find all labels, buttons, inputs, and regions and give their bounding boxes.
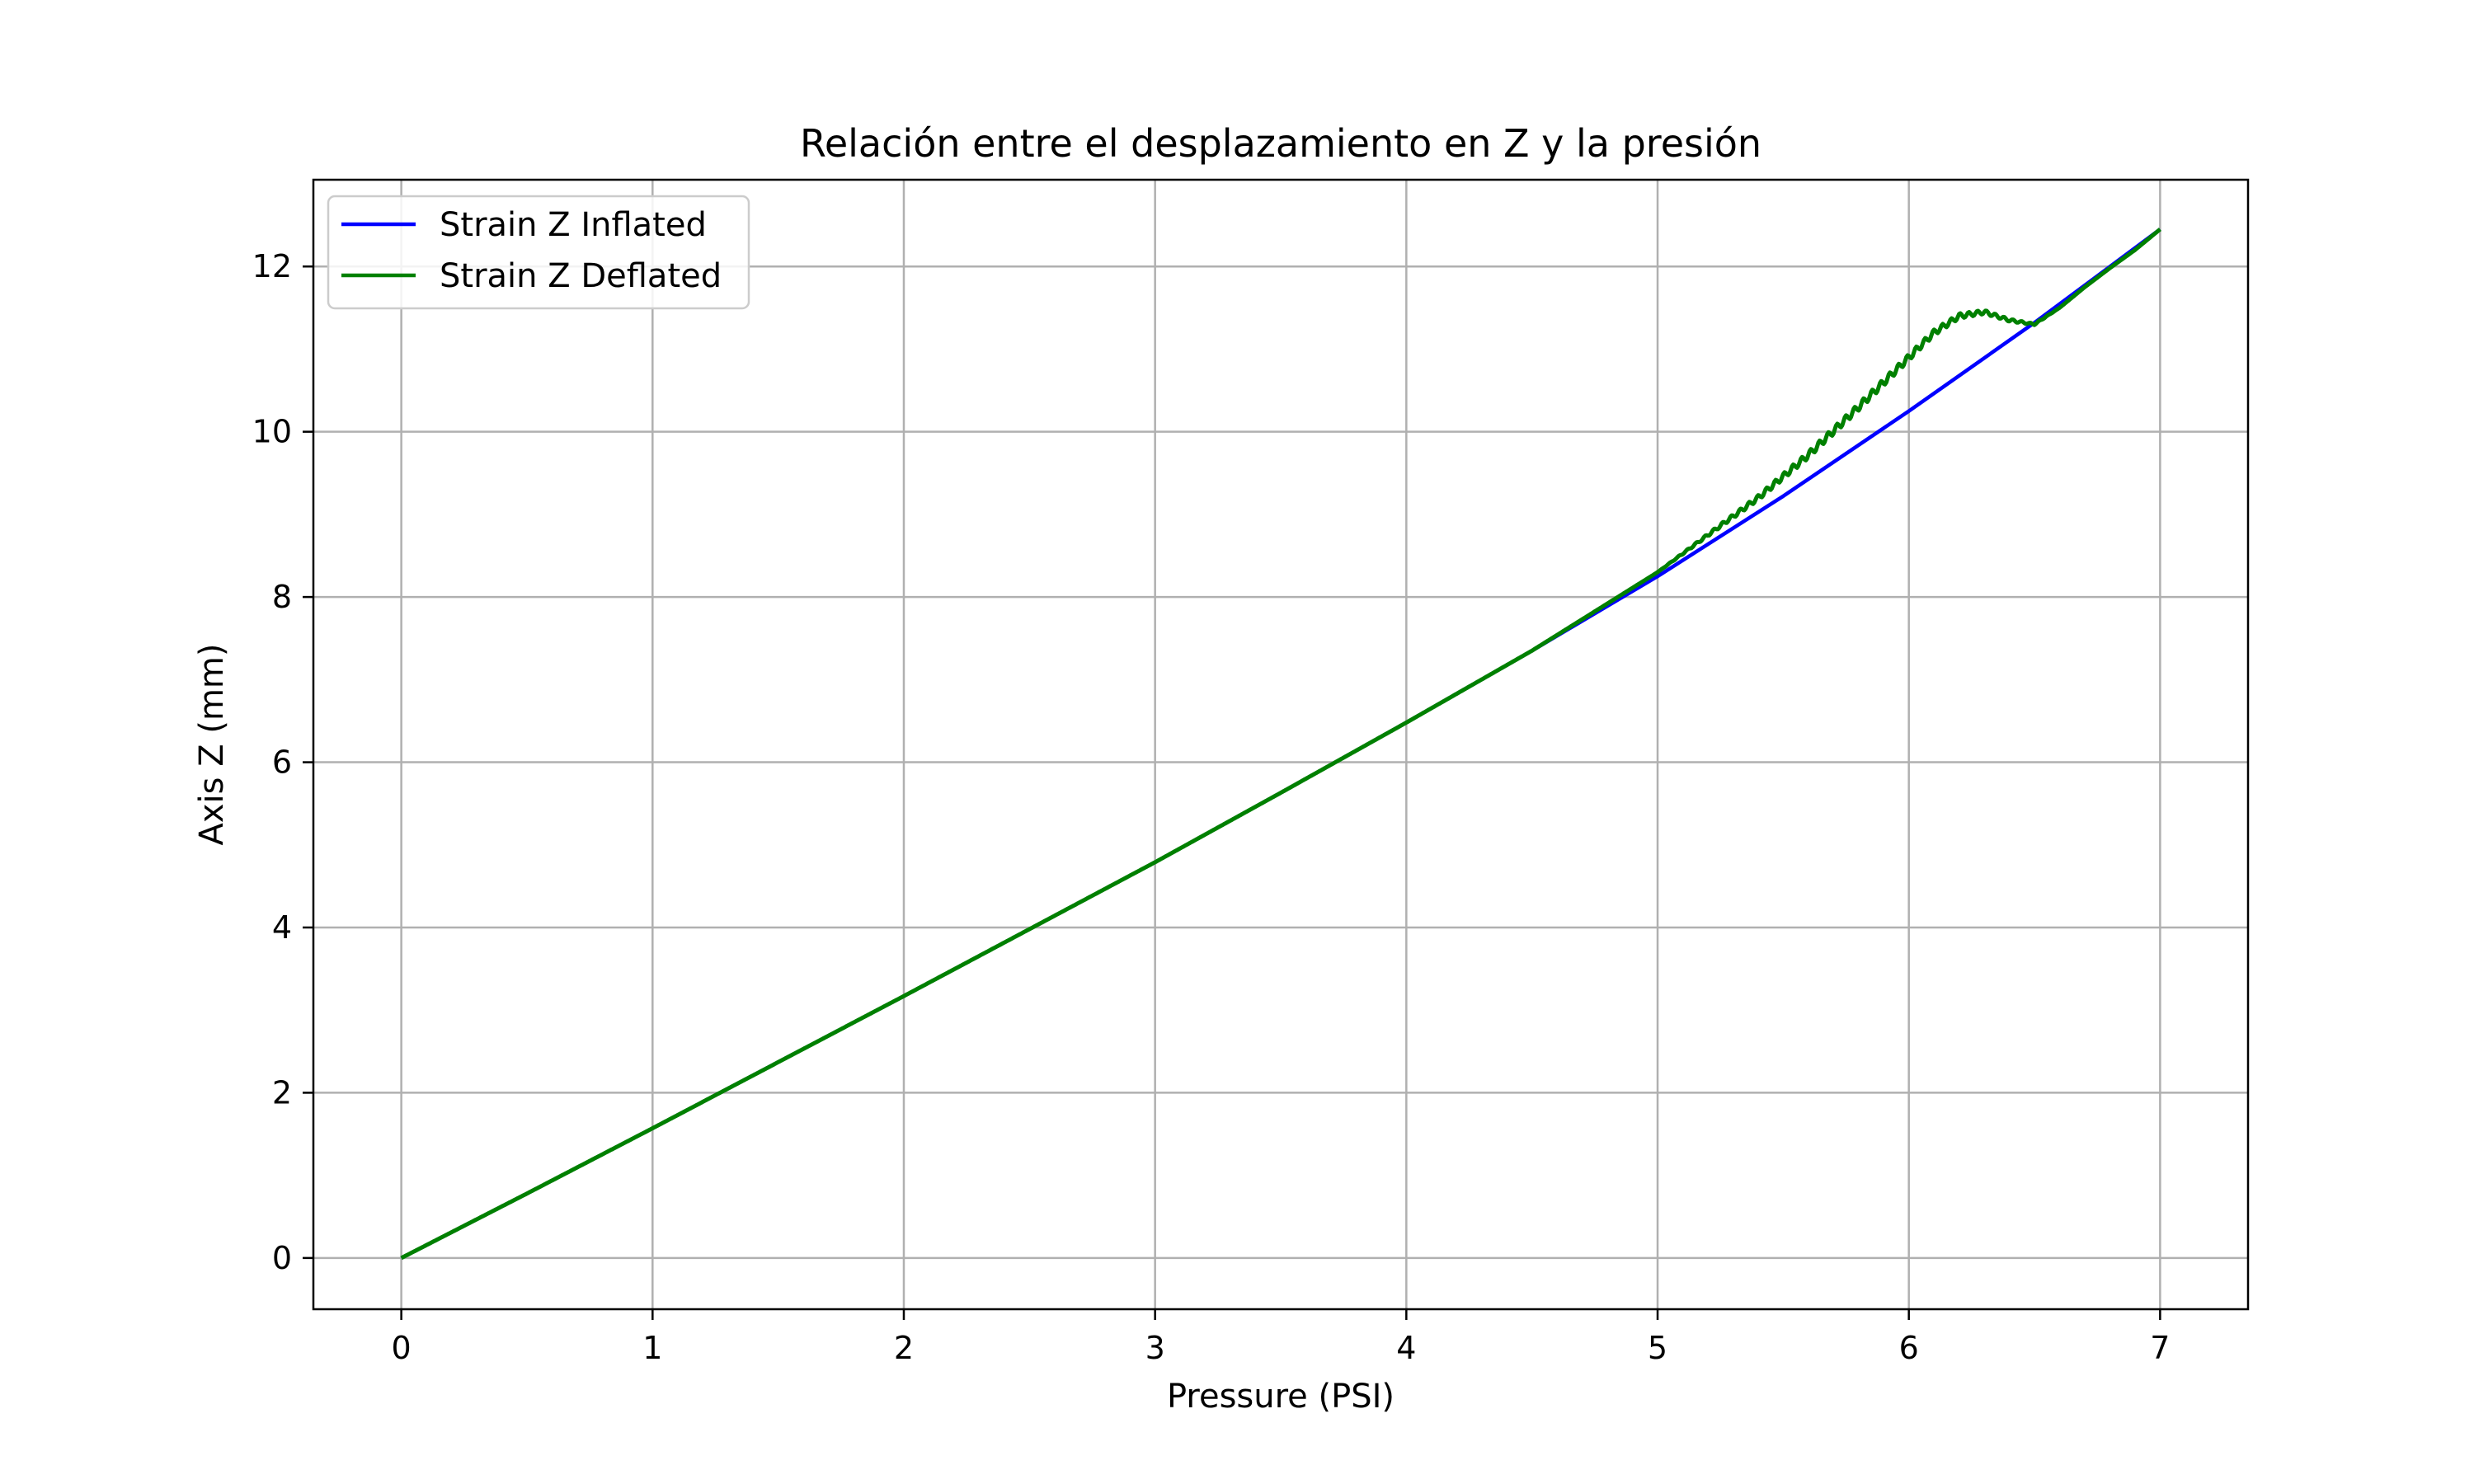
y-tick-label: 8 bbox=[272, 579, 292, 615]
y-tick-label: 6 bbox=[272, 744, 292, 781]
x-tick-label: 7 bbox=[2150, 1330, 2170, 1366]
series-line-strain-z-deflated bbox=[400, 228, 2161, 1261]
y-tick-label: 10 bbox=[252, 414, 292, 450]
y-tick-label: 4 bbox=[272, 909, 292, 946]
x-tick-label: 3 bbox=[1145, 1330, 1165, 1366]
x-tick-label: 2 bbox=[894, 1330, 914, 1366]
y-tick-label: 0 bbox=[272, 1240, 292, 1276]
y-axis-label: Axis Z (mm) bbox=[193, 644, 231, 846]
y-tick-label: 2 bbox=[272, 1074, 292, 1111]
x-tick-label: 4 bbox=[1396, 1330, 1416, 1366]
plot-area-frame bbox=[312, 178, 2250, 1311]
x-tick-label: 1 bbox=[642, 1330, 662, 1366]
x-tick-label: 6 bbox=[1899, 1330, 1919, 1366]
y-tick-label: 12 bbox=[252, 248, 292, 284]
x-tick-label: 5 bbox=[1648, 1330, 1667, 1366]
legend-label-strain-z-inflated: Strain Z Inflated bbox=[440, 206, 707, 244]
x-tick-label: 0 bbox=[392, 1330, 412, 1366]
chart-title: Relación entre el desplazamiento en Z y … bbox=[800, 121, 1761, 166]
legend-label-strain-z-deflated: Strain Z Deflated bbox=[440, 257, 722, 295]
series-layer bbox=[400, 228, 2161, 1261]
series-line-strain-z-inflated bbox=[400, 228, 2161, 1260]
legend-box bbox=[327, 195, 750, 310]
grid bbox=[313, 180, 2248, 1309]
legend: Strain Z Inflated Strain Z Deflated bbox=[327, 195, 750, 310]
x-axis-label: Pressure (PSI) bbox=[1167, 1378, 1395, 1416]
